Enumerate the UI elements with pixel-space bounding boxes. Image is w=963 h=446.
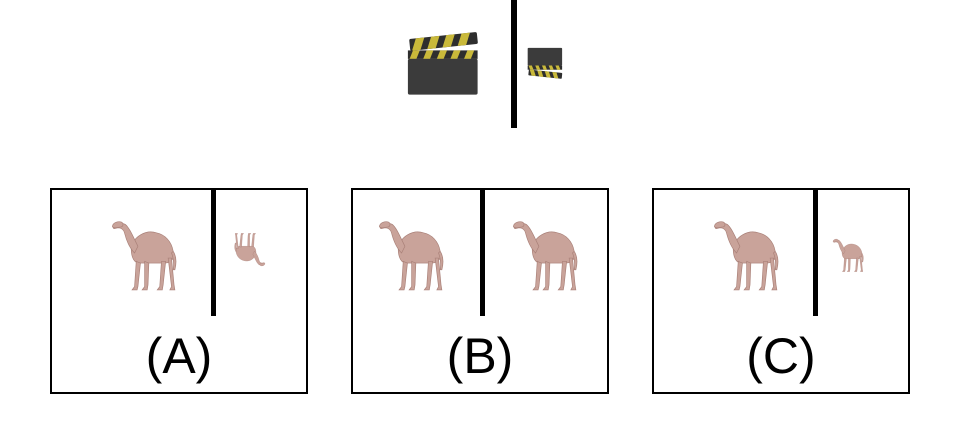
option-label: (A) — [145, 328, 213, 384]
example-divider — [511, 0, 517, 128]
camel-small-icon — [830, 232, 870, 276]
option-label: (C) — [746, 328, 816, 384]
example-pair — [380, 0, 600, 130]
option-divider — [480, 190, 485, 316]
clapperboard-small-transformed-icon — [526, 46, 568, 80]
option-divider — [813, 190, 818, 316]
option-c[interactable]: (C) — [652, 188, 910, 394]
option-label: (B) — [446, 328, 514, 384]
camel-icon — [106, 208, 190, 298]
option-divider — [211, 190, 216, 316]
camel-icon — [708, 208, 792, 298]
camel-small-upside-down-icon — [228, 228, 268, 274]
clapperboard-icon — [404, 30, 490, 98]
camel-icon — [507, 208, 591, 298]
option-b[interactable]: (B) — [351, 188, 609, 394]
option-a[interactable]: (A) — [50, 188, 308, 394]
camel-icon — [373, 208, 457, 298]
